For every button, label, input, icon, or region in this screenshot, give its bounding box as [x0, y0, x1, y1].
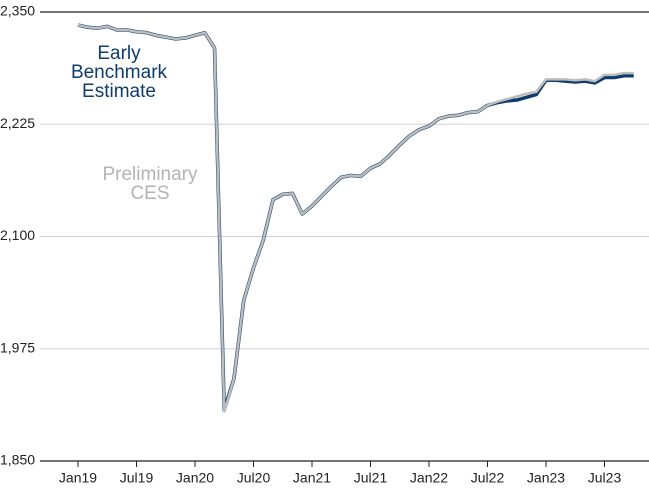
series-label: Preliminary CES — [102, 164, 198, 204]
y-tick-label: 1,975 — [0, 339, 35, 355]
x-tick-label: Jan23 — [527, 470, 565, 486]
x-tick-label: Jul21 — [354, 470, 388, 486]
x-tick-label: Jul23 — [588, 470, 622, 486]
y-tick-label: 2,225 — [0, 115, 35, 131]
y-tick-label: 2,350 — [0, 3, 35, 19]
x-tick-label: Jul22 — [471, 470, 505, 486]
series-label: Early Benchmark Estimate — [70, 43, 168, 102]
x-tick-label: Jan19 — [59, 470, 97, 486]
y-tick-label: 1,850 — [0, 452, 35, 468]
x-tick-label: Jul19 — [120, 470, 154, 486]
x-tick-label: Jan20 — [176, 470, 214, 486]
x-tick-label: Jan21 — [293, 470, 331, 486]
x-tick-label: Jan22 — [410, 470, 448, 486]
y-tick-label: 2,100 — [0, 227, 35, 243]
series-line — [77, 23, 634, 413]
x-tick-label: Jul20 — [237, 470, 271, 486]
